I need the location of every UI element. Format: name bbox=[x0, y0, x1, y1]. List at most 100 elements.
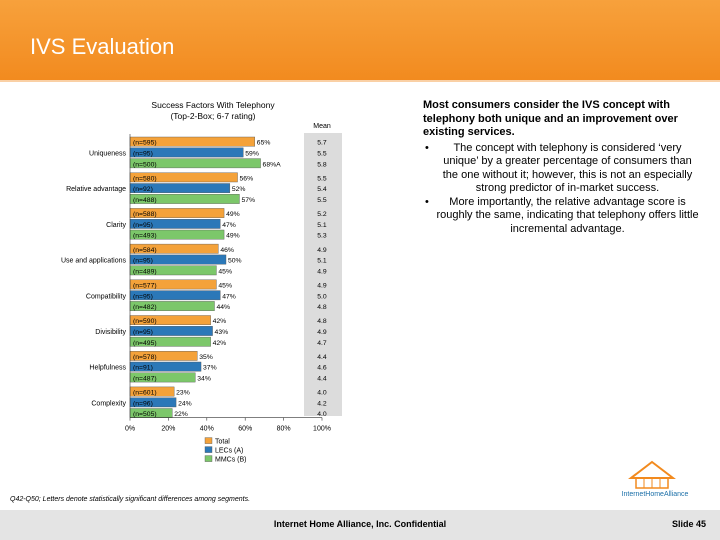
legend-entry: LECs (A) bbox=[215, 448, 243, 455]
data-label: 52% bbox=[232, 186, 246, 193]
mean-value: 4.4 bbox=[317, 375, 327, 382]
sample-size-label: (n=489) bbox=[133, 268, 157, 275]
category-label: Use and applications bbox=[61, 258, 126, 265]
data-label: 59% bbox=[245, 150, 259, 157]
category-label: Uniqueness bbox=[89, 150, 126, 157]
summary-lead: Most consumers consider the IVS concept … bbox=[423, 99, 678, 138]
data-label: 22% bbox=[174, 411, 188, 418]
data-label: 49% bbox=[226, 233, 240, 240]
sample-size-label: (n=91) bbox=[133, 365, 153, 372]
mean-value: 4.7 bbox=[317, 340, 327, 347]
title-underline bbox=[0, 80, 720, 82]
legend-swatch bbox=[204, 455, 213, 462]
footnote: Q42-Q50; Letters denote statistically si… bbox=[10, 496, 251, 503]
data-label: 24% bbox=[178, 400, 192, 407]
data-label: 68%A bbox=[263, 161, 282, 168]
mean-value: 4.6 bbox=[317, 365, 327, 372]
category-label: Helpfulness bbox=[89, 365, 126, 372]
sample-size-label: (n=95) bbox=[133, 329, 153, 336]
sample-size-label: (n=505) bbox=[133, 411, 157, 418]
x-tick-label: 100% bbox=[313, 426, 331, 433]
data-label: 23% bbox=[176, 390, 190, 397]
summary-bullets: The concept with telephony is considered… bbox=[405, 142, 700, 237]
sample-size-label: (n=580) bbox=[133, 175, 157, 182]
mean-value: 5.5 bbox=[317, 197, 327, 204]
chart-subtitle: (Top-2-Box; 6-7 rating) bbox=[170, 111, 255, 121]
mean-column-bg bbox=[304, 133, 342, 416]
mean-value: 5.8 bbox=[317, 161, 327, 168]
sample-size-label: (n=493) bbox=[133, 233, 157, 240]
mean-value: 4.8 bbox=[317, 304, 327, 311]
data-label: 45% bbox=[218, 282, 232, 289]
sample-size-label: (n=578) bbox=[133, 354, 157, 361]
category-label: Complexity bbox=[91, 400, 126, 407]
sample-size-label: (n=595) bbox=[133, 140, 157, 147]
legend-swatch bbox=[204, 446, 213, 453]
data-label: 34% bbox=[197, 375, 211, 382]
mean-value: 4.0 bbox=[317, 390, 327, 397]
data-label: 46% bbox=[220, 247, 234, 254]
category-label: Clarity bbox=[106, 222, 126, 229]
mean-value: 4.4 bbox=[317, 354, 327, 361]
logo-name: InternetHomeAlliance bbox=[621, 491, 689, 498]
mean-value: 5.1 bbox=[317, 258, 327, 265]
slide-number: Slide 45 bbox=[672, 519, 707, 529]
mean-header: Mean bbox=[313, 123, 331, 130]
x-tick-label: 60% bbox=[238, 426, 252, 433]
success-factors-chart: Success Factors With Telephony (Top-2-Bo… bbox=[61, 100, 342, 464]
sample-size-label: (n=495) bbox=[133, 340, 157, 347]
data-label: 47% bbox=[222, 293, 236, 300]
sample-size-label: (n=588) bbox=[133, 211, 157, 218]
sample-size-label: (n=95) bbox=[133, 222, 153, 229]
mean-value: 5.4 bbox=[317, 186, 327, 193]
sample-size-label: (n=488) bbox=[133, 197, 157, 204]
sample-size-label: (n=95) bbox=[133, 258, 153, 265]
sample-size-label: (n=577) bbox=[133, 282, 157, 289]
x-tick-label: 20% bbox=[161, 426, 175, 433]
page-title: IVS Evaluation bbox=[30, 34, 175, 59]
data-label: 43% bbox=[215, 329, 229, 336]
data-label: 44% bbox=[216, 304, 230, 311]
sample-size-label: (n=500) bbox=[133, 161, 157, 168]
legend-entry: MMCs (B) bbox=[215, 457, 247, 464]
mean-value: 4.9 bbox=[317, 329, 327, 336]
mean-value: 5.0 bbox=[317, 293, 327, 300]
mean-value: 4.9 bbox=[317, 268, 327, 275]
mean-value: 5.3 bbox=[317, 233, 327, 240]
internet-home-alliance-logo-icon bbox=[628, 460, 676, 489]
sample-size-label: (n=601) bbox=[133, 390, 157, 397]
sample-size-label: (n=590) bbox=[133, 318, 157, 325]
data-label: 49% bbox=[226, 211, 240, 218]
data-label: 42% bbox=[213, 318, 227, 325]
chart-title: Success Factors With Telephony bbox=[151, 100, 275, 110]
category-label: Relative advantage bbox=[66, 186, 126, 193]
data-label: 50% bbox=[228, 258, 242, 265]
category-label: Compatibility bbox=[86, 293, 127, 300]
mean-value: 4.9 bbox=[317, 282, 327, 289]
sample-size-label: (n=96) bbox=[133, 400, 153, 407]
summary-bullet: More importantly, the relative advantage… bbox=[425, 196, 700, 237]
mean-value: 5.7 bbox=[317, 140, 327, 147]
summary-bullet: The concept with telephony is considered… bbox=[425, 142, 700, 196]
mean-value: 5.5 bbox=[317, 150, 327, 157]
summary-text: Most consumers consider the IVS concept … bbox=[405, 99, 700, 236]
sample-size-label: (n=584) bbox=[133, 247, 157, 254]
mean-value: 5.5 bbox=[317, 175, 327, 182]
footer-bar bbox=[0, 510, 720, 540]
mean-value: 4.0 bbox=[317, 411, 327, 418]
footer-confidential: Internet Home Alliance, Inc. Confidentia… bbox=[273, 519, 447, 529]
sample-size-label: (n=487) bbox=[133, 375, 157, 382]
mean-value: 4.8 bbox=[317, 318, 327, 325]
data-label: 45% bbox=[218, 268, 232, 275]
data-label: 47% bbox=[222, 222, 236, 229]
data-label: 37% bbox=[203, 365, 217, 372]
sample-size-label: (n=92) bbox=[133, 186, 153, 193]
mean-value: 4.2 bbox=[317, 400, 327, 407]
mean-value: 4.9 bbox=[317, 247, 327, 254]
mean-value: 5.1 bbox=[317, 222, 327, 229]
legend-entry: Total bbox=[215, 439, 230, 446]
mean-value: 5.2 bbox=[317, 211, 327, 218]
x-tick-label: 0% bbox=[125, 426, 135, 433]
data-label: 56% bbox=[240, 175, 254, 182]
data-label: 35% bbox=[199, 354, 213, 361]
